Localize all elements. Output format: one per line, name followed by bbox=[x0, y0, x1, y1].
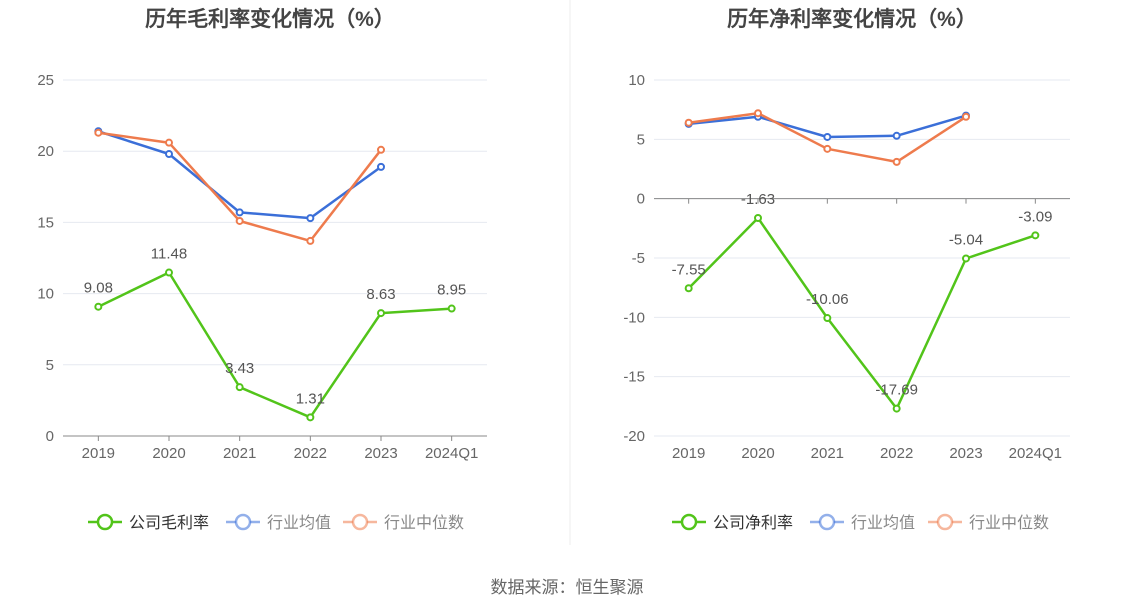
chart-2: 历年净利率变化情况（%） -20 -15 -10 -5 0 5 10 2019 2020 2021 2… bbox=[623, 7, 1070, 532]
y-tick-label: 5 bbox=[637, 131, 645, 148]
y-tick-label: 0 bbox=[46, 428, 54, 445]
legend-item[interactable]: 公司净利率 bbox=[672, 513, 793, 532]
x-tick-label: 2021 bbox=[811, 445, 844, 462]
series-line bbox=[687, 216, 1036, 410]
y-tick-label: -15 bbox=[623, 369, 645, 386]
x-tick-label: 2021 bbox=[223, 445, 256, 462]
chart-title: 历年净利率变化情况（%） bbox=[727, 7, 977, 31]
data-label: 9.08 bbox=[84, 280, 113, 297]
legend-label: 公司毛利率 bbox=[129, 514, 209, 532]
y-tick-label: 20 bbox=[37, 143, 54, 160]
x-tick-label: 2020 bbox=[741, 445, 774, 462]
data-point bbox=[1031, 231, 1040, 240]
data-point bbox=[447, 304, 456, 313]
data-point bbox=[823, 314, 832, 323]
chart-title: 历年毛利率变化情况（%） bbox=[145, 7, 395, 31]
legend-item[interactable]: 行业均值 bbox=[810, 513, 915, 532]
data-point bbox=[684, 284, 693, 293]
data-point bbox=[892, 157, 901, 166]
legend-label: 公司净利率 bbox=[713, 514, 793, 532]
series-2 bbox=[94, 127, 385, 223]
x-tick-label: 2023 bbox=[949, 445, 982, 462]
data-point bbox=[377, 162, 385, 171]
data-point bbox=[235, 208, 244, 217]
series-1: 9.08 11.48 3.43 1.31 8.63 8.95 bbox=[84, 246, 466, 422]
chart-1: 历年毛利率变化情况（%） 0 5 10 15 20 25 2019 2020 2021 2022 20… bbox=[37, 7, 487, 532]
y-tick-label: -10 bbox=[623, 309, 645, 326]
y-tick-label: 5 bbox=[46, 357, 54, 374]
x-tick-label: 2024Q1 bbox=[1009, 445, 1062, 462]
data-point bbox=[306, 236, 315, 245]
legend-swatch-marker bbox=[818, 513, 836, 531]
data-label: 3.43 bbox=[225, 360, 254, 377]
legend-swatch-marker bbox=[351, 513, 369, 531]
data-point bbox=[754, 109, 762, 118]
data-point bbox=[377, 309, 385, 318]
data-source-note: 数据来源：恒生聚源 bbox=[490, 578, 644, 597]
data-label: -5.04 bbox=[949, 231, 983, 248]
data-point bbox=[306, 413, 315, 422]
legend-label: 行业中位数 bbox=[969, 514, 1049, 532]
data-label: 8.63 bbox=[366, 286, 395, 303]
data-point bbox=[823, 132, 832, 141]
x-tick-label: 2019 bbox=[82, 445, 115, 462]
legend-item[interactable]: 行业均值 bbox=[226, 513, 331, 532]
data-label: -10.06 bbox=[806, 291, 849, 308]
legend-label: 行业均值 bbox=[851, 514, 915, 532]
series-3 bbox=[684, 109, 970, 166]
y-tick-label: 15 bbox=[37, 214, 54, 231]
x-tick-label: 2022 bbox=[880, 445, 913, 462]
legend-label: 行业中位数 bbox=[384, 514, 464, 532]
legend: 公司毛利率 行业均值 行业中位数 bbox=[88, 513, 464, 532]
legend-item[interactable]: 行业中位数 bbox=[928, 513, 1049, 532]
x-tick-label: 2019 bbox=[672, 445, 705, 462]
data-point bbox=[94, 302, 103, 311]
data-label: 11.48 bbox=[151, 246, 187, 263]
data-point bbox=[235, 383, 244, 392]
data-label: -17.69 bbox=[875, 382, 918, 399]
x-tick-label: 2020 bbox=[152, 445, 185, 462]
x-tick-label: 2022 bbox=[294, 445, 327, 462]
x-tick-label: 2023 bbox=[364, 445, 397, 462]
legend-swatch-marker bbox=[234, 513, 252, 531]
data-point bbox=[306, 214, 315, 223]
data-point bbox=[165, 150, 173, 159]
series-line bbox=[97, 271, 452, 419]
data-point bbox=[94, 128, 103, 137]
legend: 公司净利率 行业均值 行业中位数 bbox=[672, 513, 1049, 532]
data-point bbox=[962, 254, 970, 263]
legend-swatch-marker bbox=[96, 513, 114, 531]
y-tick-label: 10 bbox=[37, 286, 54, 303]
legend-item[interactable]: 行业中位数 bbox=[343, 513, 464, 532]
data-point bbox=[165, 268, 173, 277]
series-3 bbox=[94, 128, 385, 245]
data-point bbox=[754, 214, 762, 223]
data-point bbox=[892, 404, 901, 413]
data-point bbox=[962, 112, 970, 121]
data-label: -7.55 bbox=[672, 261, 706, 278]
series-1: -7.55 -1.63 -10.06 -17.69 -5.04 -3.09 bbox=[672, 191, 1052, 413]
data-point bbox=[377, 145, 385, 154]
y-tick-label: -5 bbox=[632, 250, 645, 267]
legend-item[interactable]: 公司毛利率 bbox=[88, 513, 209, 532]
legend-swatch-marker bbox=[680, 513, 698, 531]
data-point bbox=[165, 138, 173, 147]
y-tick-label: 25 bbox=[37, 72, 54, 89]
y-tick-label: 10 bbox=[628, 72, 645, 89]
y-tick-label: 0 bbox=[637, 191, 645, 208]
data-label: -1.63 bbox=[741, 191, 775, 208]
x-tick-label: 2024Q1 bbox=[425, 445, 478, 462]
data-point bbox=[823, 144, 832, 153]
legend-label: 行业均值 bbox=[267, 514, 331, 532]
data-label: 8.95 bbox=[437, 282, 466, 299]
data-point bbox=[684, 118, 693, 127]
y-tick-label: -20 bbox=[623, 428, 645, 445]
data-point bbox=[235, 216, 244, 225]
legend-swatch-marker bbox=[936, 513, 954, 531]
data-label: -3.09 bbox=[1018, 208, 1052, 225]
data-point bbox=[892, 131, 901, 140]
data-label: 1.31 bbox=[296, 390, 325, 407]
